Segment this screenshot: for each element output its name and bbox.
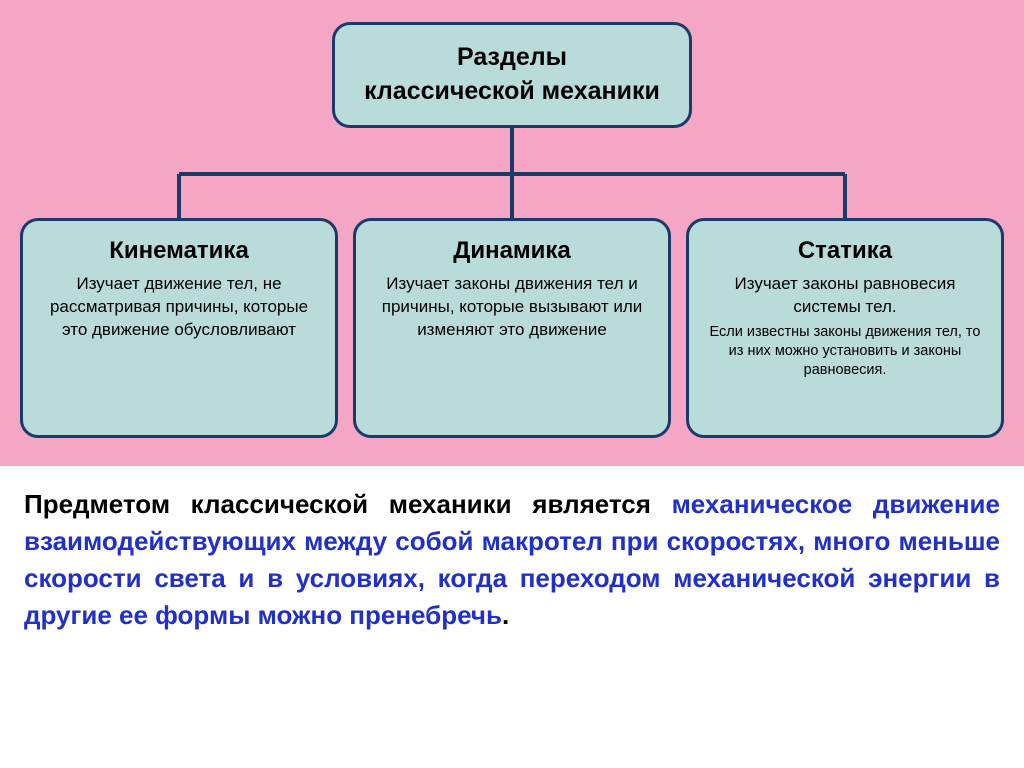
root-node: Разделы классической механики [332, 22, 692, 128]
child-desc: Изучает движение тел, не рассматривая пр… [35, 273, 323, 342]
root-title-line2: классической механики [364, 75, 660, 109]
subject-paragraph: Предметом классической механики является… [24, 486, 1000, 634]
child-desc: Изучает законы движения тел и причины, к… [368, 273, 656, 342]
child-node-dynamics: Динамика Изучает законы движения тел и п… [353, 218, 671, 438]
paragraph-block: Предметом классической механики является… [0, 466, 1024, 634]
root-title-line1: Разделы [457, 41, 567, 75]
child-node-statics: Статика Изучает законы равновесия систем… [686, 218, 1004, 438]
child-title: Кинематика [109, 237, 249, 265]
child-title: Статика [798, 237, 892, 265]
para-seg1: Предметом классической механики является [24, 489, 672, 519]
diagram-panel: Разделы классической механики Кинематика… [0, 0, 1024, 466]
child-desc: Изучает законы равновесия системы тел. [701, 273, 989, 319]
children-row: Кинематика Изучает движение тел, не расс… [0, 218, 1024, 448]
child-title: Динамика [453, 237, 571, 265]
child-node-kinematics: Кинематика Изучает движение тел, не расс… [20, 218, 338, 438]
child-extra: Если известны законы движения тел, то из… [701, 323, 989, 380]
para-seg3: . [502, 600, 509, 630]
